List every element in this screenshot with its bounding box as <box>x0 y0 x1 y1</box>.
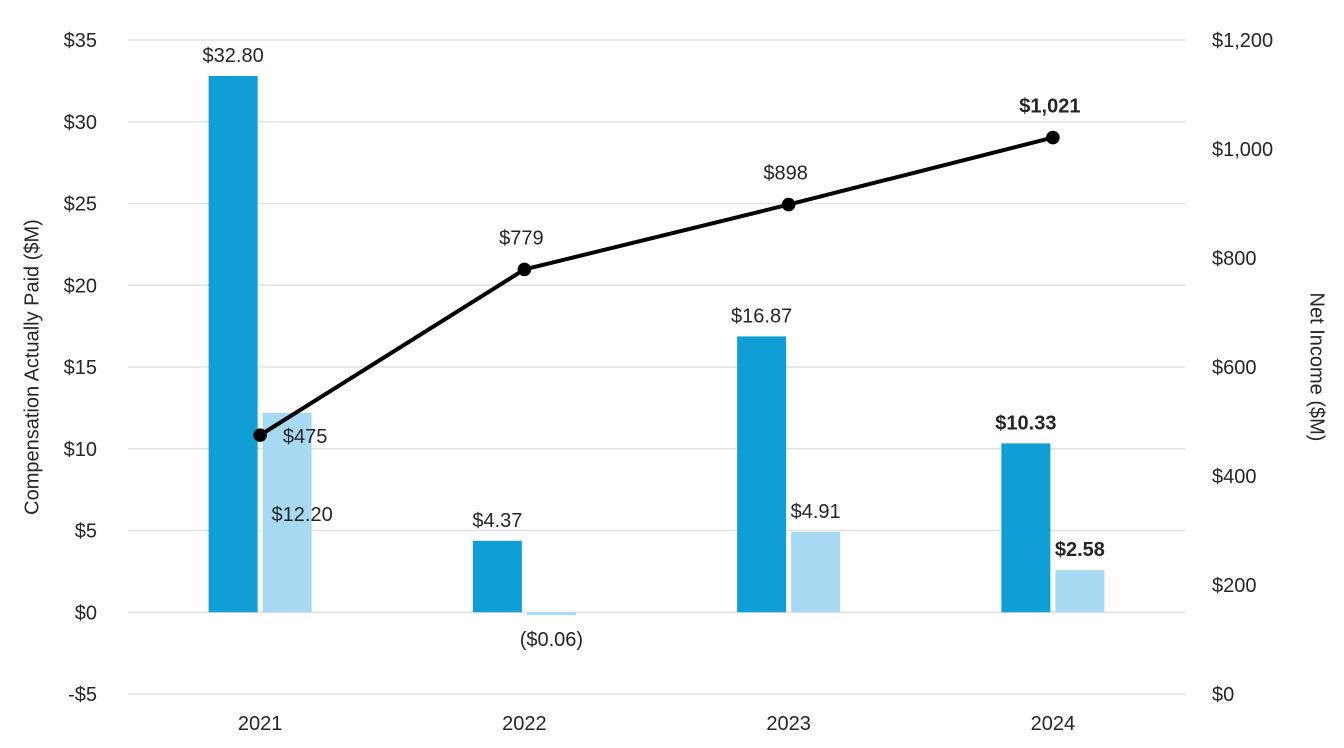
right-axis-tick: $1,200 <box>1212 30 1273 52</box>
bar-compensation-actually-paid-peo-2021 <box>208 75 258 613</box>
bar-label-compensation-actually-paid-peo-2022: $4.37 <box>472 510 522 532</box>
bar-compensation-actually-paid-neo-2021 <box>262 412 312 613</box>
bar-label-compensation-actually-paid-peo-2024: $10.33 <box>995 412 1056 434</box>
bar-compensation-actually-paid-peo-2023 <box>737 336 787 613</box>
x-axis-label-2023: 2023 <box>766 713 811 735</box>
net-income-line <box>258 135 1055 438</box>
bar-label-compensation-actually-paid-neo-2021: $12.20 <box>272 504 333 526</box>
bar-label-compensation-actually-paid-peo-2021: $32.80 <box>203 45 264 67</box>
x-axis-label-2024: 2024 <box>1031 713 1076 735</box>
right-axis-tick: $0 <box>1212 684 1234 706</box>
bar-label-compensation-actually-paid-neo-2023: $4.91 <box>791 501 841 523</box>
left-axis-tick: -$5 <box>68 684 97 706</box>
right-axis-tick: $600 <box>1212 357 1257 379</box>
bar-label-compensation-actually-paid-neo-2022: ($0.06) <box>520 629 583 651</box>
left-axis-tick: $0 <box>75 602 97 624</box>
right-axis-tick: $800 <box>1212 248 1257 270</box>
x-axis-label-2022: 2022 <box>502 713 547 735</box>
left-axis-tick: $5 <box>75 521 97 543</box>
right-axis-tick: $400 <box>1212 466 1257 488</box>
left-axis-title: Compensation Actually Paid ($M) <box>21 219 44 515</box>
bar-label-compensation-actually-paid-neo-2024: $2.58 <box>1055 539 1105 561</box>
bar-compensation-actually-paid-peo-2022 <box>472 540 522 613</box>
left-axis-tick: $10 <box>64 439 97 461</box>
bar-compensation-actually-paid-neo-2022 <box>526 612 576 616</box>
x-axis-label-2021: 2021 <box>238 713 283 735</box>
bar-compensation-actually-paid-peo-2024 <box>1001 443 1051 613</box>
right-axis-tick: $200 <box>1212 575 1257 597</box>
left-axis-tick: $35 <box>64 30 97 52</box>
line-label-2023: $898 <box>763 163 808 185</box>
left-axis-tick: $30 <box>64 112 97 134</box>
bar-compensation-actually-paid-neo-2024 <box>1055 570 1105 613</box>
bar-label-compensation-actually-paid-peo-2023: $16.87 <box>731 305 792 327</box>
line-dot-2024 <box>1046 130 1060 145</box>
right-axis-title: Net Income ($M) <box>1305 292 1328 442</box>
line-label-2022: $779 <box>499 227 544 249</box>
bar-compensation-actually-paid-neo-2023 <box>791 531 841 613</box>
right-axis-tick: $1,000 <box>1212 139 1273 161</box>
left-axis-tick: $25 <box>64 194 97 216</box>
line-dot-2021 <box>253 428 267 442</box>
left-axis-tick: $20 <box>64 275 97 297</box>
line-label-2021: $475 <box>283 426 328 448</box>
line-dot-2022 <box>517 262 532 277</box>
left-axis-tick: $15 <box>64 357 97 379</box>
line-label-2024: $1,021 <box>1019 96 1080 118</box>
line-dot-2023 <box>781 197 796 212</box>
